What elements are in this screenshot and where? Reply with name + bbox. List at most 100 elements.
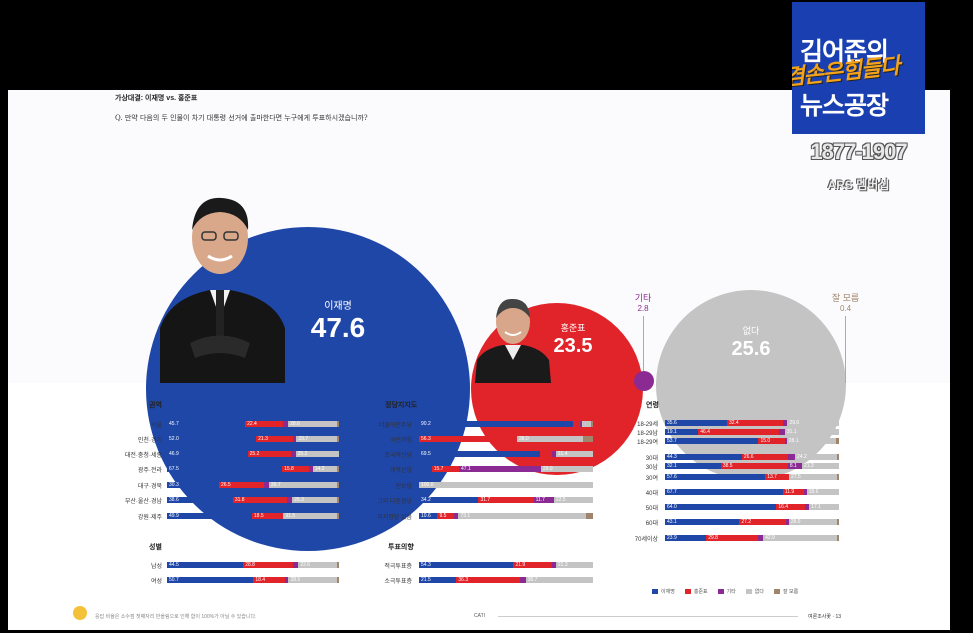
footer-page: 여론조사꽃 · 13: [808, 614, 842, 620]
bar-segment: [836, 474, 839, 480]
stacked-bar: 23.9 29.8 42.9: [665, 535, 839, 541]
bar-segment: 9.5: [437, 513, 454, 519]
stacked-bar: 15.7 47.1 29.9: [419, 466, 593, 472]
page-title: 가상대결: 이재명 vs. 홍준표: [115, 95, 198, 102]
bar-segment: 18.6: [806, 489, 839, 495]
row-label: 50대: [645, 506, 658, 512]
row-label: 40대: [645, 491, 658, 497]
row-label: 30여: [645, 476, 658, 482]
bar-segment: [591, 421, 593, 427]
bar-segment: [539, 451, 552, 457]
bar-segment: [787, 454, 796, 460]
bar-segment: 31.1: [784, 429, 839, 435]
bar-segment: 38.0: [516, 436, 584, 442]
bar-segment: [835, 438, 839, 444]
bar-segment: 36.3: [456, 577, 520, 583]
report-page: 가상대결: 이재명 vs. 홍준표 Q. 만약 다음의 두 인물이 차기 대통령…: [8, 90, 950, 630]
section-title-age: 연령: [646, 402, 659, 409]
bar-segment: 27.5: [789, 474, 837, 480]
legend-item: 잘 모름: [774, 588, 798, 595]
stacked-bar: 54.3 21.9 21.3: [419, 562, 593, 568]
hong-name: 홍준표: [560, 323, 586, 333]
row-label: 적극투표층: [384, 564, 412, 570]
row-label: 70세이상: [634, 537, 658, 543]
bar-segment: 14.2: [312, 466, 337, 472]
dk-value: 0.4: [839, 304, 852, 313]
bar-segment: [287, 497, 293, 503]
bar-segment: 21.3: [555, 562, 593, 568]
bar-segment: 30.3: [167, 482, 219, 488]
bar-segment: 18.4: [253, 577, 285, 583]
stacked-bar: 30.3 26.5 39.7: [167, 482, 339, 488]
legend-label: 없다: [754, 589, 765, 595]
other-circle: [634, 371, 654, 391]
bar-segment: 15.8: [282, 466, 310, 472]
legend-item: 기타: [717, 588, 736, 595]
row-label: 국민의힘: [389, 438, 412, 444]
none-name: 없다: [742, 326, 760, 336]
row-label: 30대: [645, 456, 658, 462]
row-label: 조국혁신당: [384, 453, 412, 459]
bar-segment: [309, 466, 313, 472]
bar-segment: 17.1: [809, 504, 839, 510]
bar-segment: [580, 421, 583, 427]
bar-segment: 44.5: [167, 562, 244, 568]
bar-segment: 38.6: [167, 497, 233, 503]
stacked-bar: 56.3 38.0: [419, 436, 593, 442]
survey-question: Q. 만약 다음의 두 인물이 차기 대통령 선거에 출마한다면 누구에게 투표…: [115, 114, 368, 122]
row-label: 그외 다른정당: [377, 499, 412, 505]
stacked-bar: 52.0 21.3 23.7: [167, 436, 339, 442]
row-label: 18-29여: [637, 440, 658, 446]
bar-segment: 90.2: [419, 421, 574, 427]
bar-segment: 47.1: [459, 466, 541, 472]
bar-segment: [837, 519, 839, 525]
bar-segment: 49.9: [167, 513, 252, 519]
bar-segment: 23.7: [296, 436, 338, 442]
stacked-bar: 19.1 46.4 31.1: [665, 429, 839, 435]
bar-segment: 56.3: [419, 436, 517, 442]
bar-segment: 64.0: [665, 504, 777, 510]
bar-segment: [551, 562, 556, 568]
stacked-bar: 43.1 27.2 28.0: [665, 519, 839, 525]
section-title-gender: 성별: [149, 544, 162, 551]
stacked-bar: 50.7 18.4 28.5: [167, 577, 339, 583]
bar-segment: [337, 497, 339, 503]
footer-center: CATI: [474, 613, 486, 619]
bar-segment: [585, 513, 593, 519]
stacked-bar: 67.5 15.8 14.2: [167, 466, 339, 472]
row-label: 지지정당 없음: [377, 515, 412, 521]
bar-segment: [284, 577, 289, 583]
bar-segment: [419, 466, 432, 472]
footer-rule: [498, 616, 798, 617]
brand-logo: 김어준의 겸손은힘들다 뉴스공장: [792, 2, 925, 134]
bar-segment: 32.4: [726, 420, 784, 426]
none-value: 25.6: [731, 338, 771, 360]
stacked-bar: 38.6 31.8 26.3: [167, 497, 339, 503]
stacked-bar: 45.7 22.4 28.6: [167, 421, 339, 427]
other-name: 기타: [634, 293, 652, 303]
legend: 이재명 홍준표 기타 없다 잘 모름: [652, 588, 798, 595]
stacked-bar: 67.7 11.9 18.6: [665, 489, 839, 495]
row-label: 30남: [645, 465, 658, 471]
row-label: 소극투표층: [384, 579, 412, 585]
bar-segment: 29.8: [706, 535, 758, 541]
bar-segment: 8.1: [787, 463, 802, 469]
bar-segment: [573, 421, 581, 427]
bar-segment: 31.7: [478, 497, 534, 503]
bar-segment: 21.3: [256, 436, 293, 442]
bar-segment: [292, 562, 299, 568]
bar-segment: 28.6: [288, 421, 337, 427]
stacked-bar: 57.6 13.7 27.5: [665, 474, 839, 480]
lee-value: 47.6: [310, 312, 366, 343]
bar-segment: 53.7: [665, 438, 759, 444]
row-label: 서울: [150, 423, 162, 429]
lee-name: 이재명: [324, 301, 352, 312]
stacked-bar: 49.9 18.5 31.5: [167, 513, 339, 519]
none-circle: [656, 290, 846, 480]
bar-segment: 29.6: [787, 420, 839, 426]
legend-item: 홍준표: [684, 588, 708, 595]
bar-segment: 24.2: [795, 454, 837, 460]
brand-phone: 1877-1907: [810, 139, 907, 164]
bar-segment: 43.1: [665, 519, 740, 525]
bar-segment: [778, 429, 785, 435]
